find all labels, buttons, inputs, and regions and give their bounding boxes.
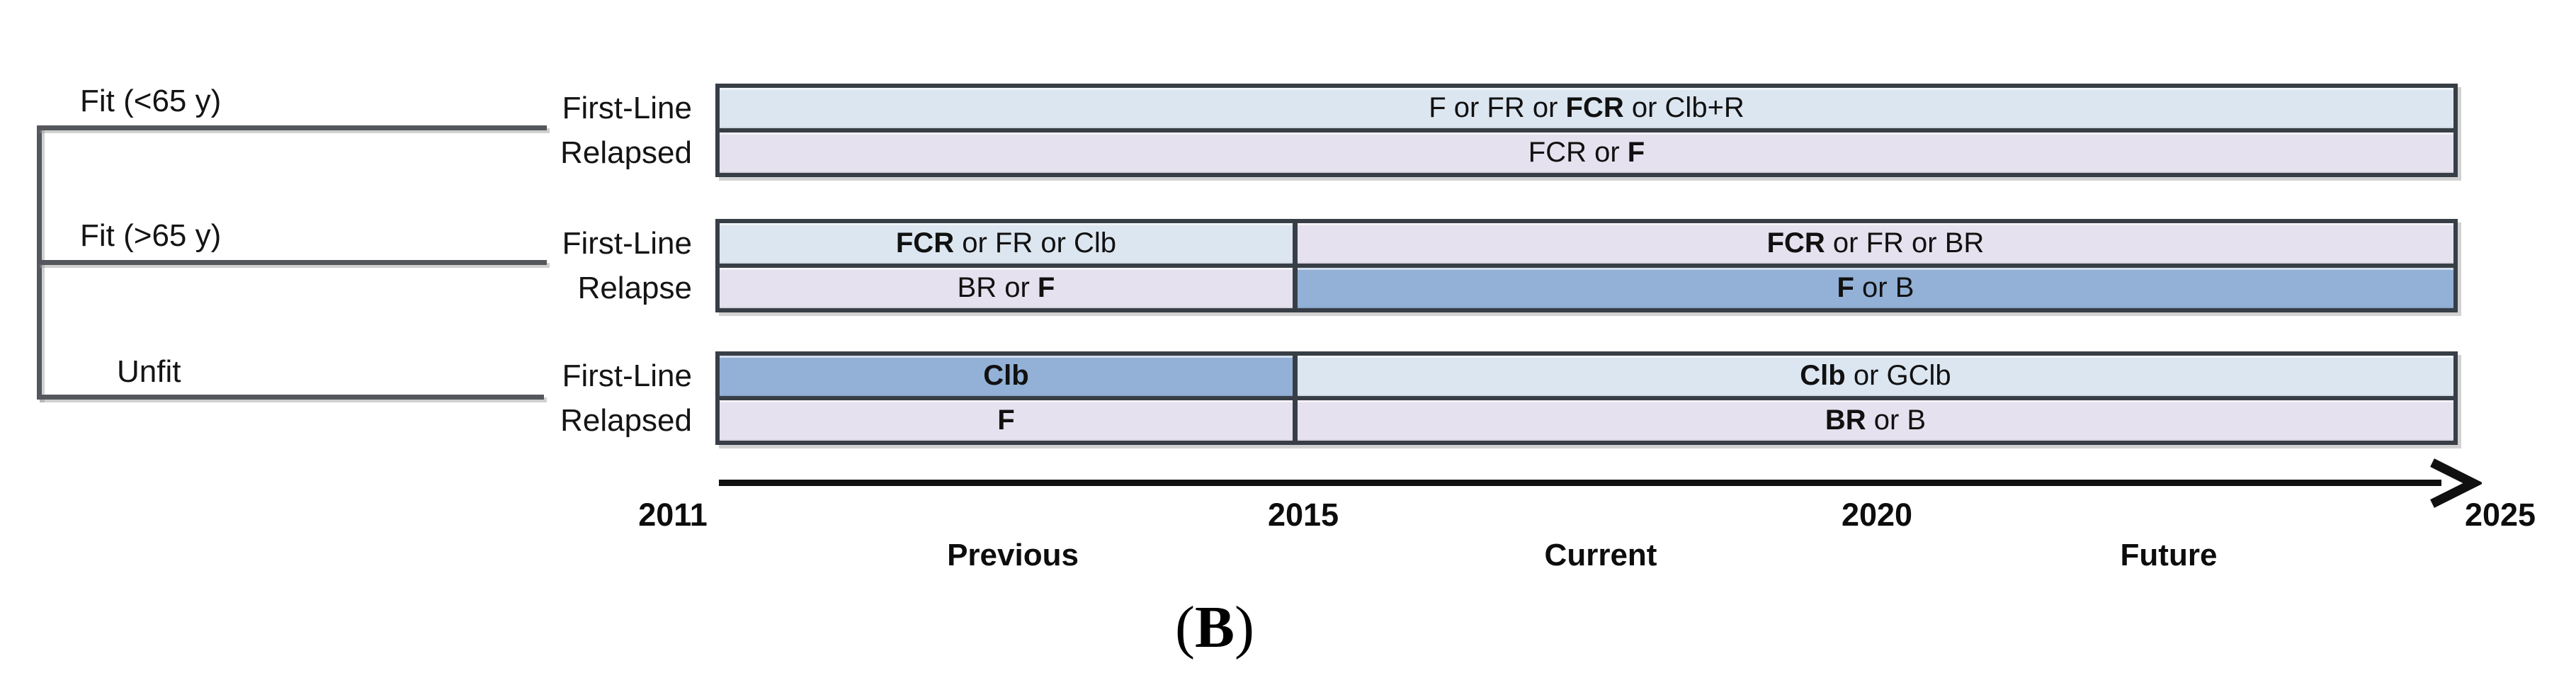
axis-period-current: Current bbox=[1544, 538, 1657, 572]
treatment-segment: F or B bbox=[1297, 268, 2453, 308]
axis-period-previous: Previous bbox=[947, 538, 1079, 572]
bar-row: FCR or F bbox=[720, 128, 2453, 173]
treatment-segment: Clb bbox=[720, 356, 1298, 396]
tree-branch-line-fit-over-65 bbox=[37, 260, 547, 265]
tree-branch-line-unfit bbox=[37, 395, 544, 400]
figure-caption: (B) bbox=[1175, 594, 1254, 660]
group-label-fit-under-65: Fit (<65 y) bbox=[80, 84, 222, 118]
axis-period-future: Future bbox=[2120, 538, 2218, 572]
tree-branch-line-fit-under-65 bbox=[37, 125, 547, 130]
row-label: First-Line bbox=[562, 91, 692, 125]
group-label-fit-over-65: Fit (>65 y) bbox=[80, 218, 222, 253]
treatment-segment: F bbox=[720, 400, 1298, 441]
group-label-unfit: Unfit bbox=[117, 354, 181, 389]
row-label: Relapsed bbox=[560, 135, 692, 170]
bars-group-unfit: Clb Clb or GClb F BR or B bbox=[715, 351, 2458, 445]
bars-group-fit-under-65: F or FR or FCR or Clb+R FCR or F bbox=[715, 84, 2458, 177]
treatment-segment: FCR or FR or BR bbox=[1297, 223, 2453, 264]
row-label: First-Line bbox=[562, 226, 692, 261]
treatment-segment: BR or B bbox=[1297, 400, 2453, 441]
bar-row: FCR or FR or Clb FCR or FR or BR bbox=[720, 223, 2453, 264]
axis-year-2025: 2025 bbox=[2464, 497, 2536, 533]
axis-year-2020: 2020 bbox=[1841, 497, 1913, 533]
treatment-segment: FCR or FR or Clb bbox=[720, 223, 1298, 264]
axis-year-2011: 2011 bbox=[638, 497, 708, 533]
timeline-axis-line bbox=[719, 480, 2441, 486]
treatment-segment: F or FR or FCR or Clb+R bbox=[720, 88, 2453, 128]
timeline-arrowhead-icon bbox=[2430, 458, 2482, 508]
bar-row: Clb Clb or GClb bbox=[720, 356, 2453, 396]
row-label: Relapsed bbox=[560, 403, 692, 438]
bar-row: F BR or B bbox=[720, 396, 2453, 441]
axis-year-2015: 2015 bbox=[1267, 497, 1339, 533]
treatment-segment: BR or F bbox=[720, 268, 1298, 308]
row-label: First-Line bbox=[562, 358, 692, 393]
treatment-segment: FCR or F bbox=[720, 132, 2453, 173]
treatment-segment: Clb or GClb bbox=[1297, 356, 2453, 396]
row-label: Relapse bbox=[577, 271, 692, 305]
bar-row: F or FR or FCR or Clb+R bbox=[720, 88, 2453, 128]
